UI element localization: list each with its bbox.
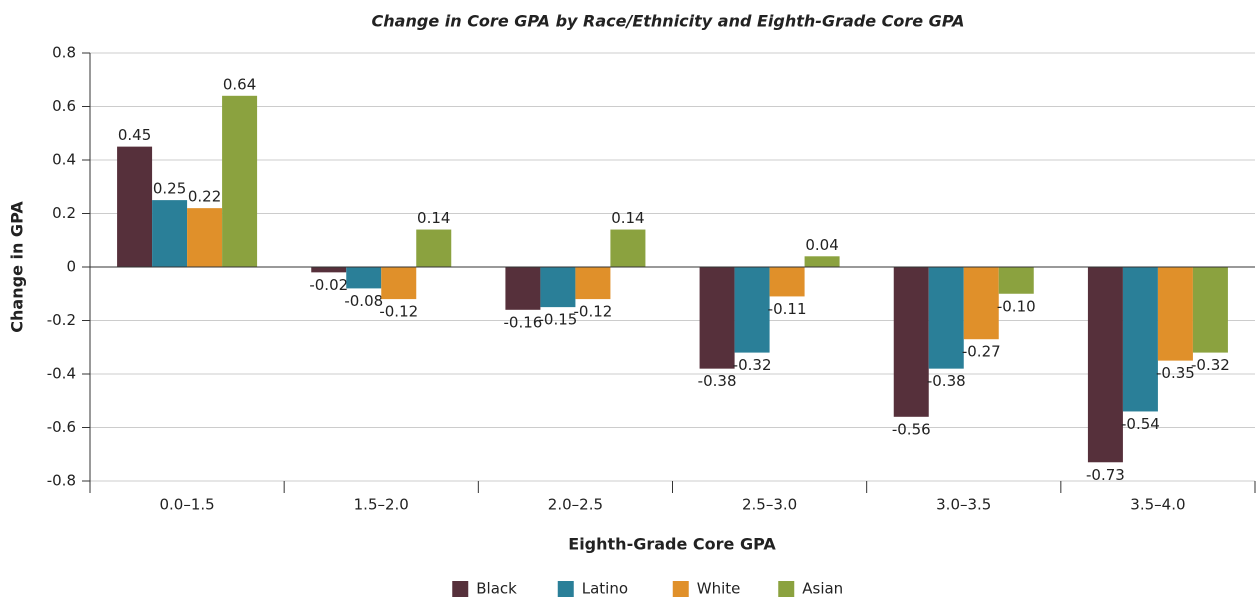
bar (963, 267, 999, 340)
data-label: -0.32 (1191, 356, 1230, 374)
x-tick-label: 3.0–3.5 (936, 496, 991, 514)
y-tick-label: 0.8 (52, 44, 76, 62)
data-label: -0.73 (1086, 466, 1125, 484)
data-label: 0.14 (611, 209, 644, 227)
data-label: -0.38 (698, 372, 737, 390)
bar (381, 267, 417, 300)
x-tick-label: 2.0–2.5 (548, 496, 603, 514)
data-label: -0.12 (574, 303, 613, 321)
y-axis-title: Change in GPA (8, 201, 27, 333)
legend-label: Black (476, 580, 517, 598)
bar (575, 267, 611, 300)
data-label: -0.35 (1156, 364, 1195, 382)
bar (540, 267, 576, 308)
data-label: 0.45 (118, 126, 151, 144)
bar (699, 267, 735, 369)
bar (187, 208, 223, 267)
chart-title: Change in Core GPA by Race/Ethnicity and… (372, 12, 965, 31)
data-label: -0.27 (962, 343, 1001, 361)
bar (804, 256, 840, 267)
x-tick-label: 3.5–4.0 (1130, 496, 1185, 514)
bar (152, 200, 188, 267)
bar (998, 267, 1034, 294)
legend-label: Asian (802, 580, 843, 598)
data-label: -0.12 (379, 303, 418, 321)
x-axis-title: Eighth-Grade Core GPA (568, 535, 776, 554)
data-label: -0.32 (733, 356, 772, 374)
data-label: -0.08 (344, 292, 383, 310)
data-label: -0.38 (927, 372, 966, 390)
data-label: -0.54 (1121, 415, 1160, 433)
bar (416, 229, 452, 267)
x-tick-label: 1.5–2.0 (354, 496, 409, 514)
x-tick-label: 0.0–1.5 (159, 496, 214, 514)
data-label: -0.16 (504, 313, 543, 331)
bar (1192, 267, 1228, 353)
data-label: -0.56 (892, 420, 931, 438)
data-label: -0.15 (539, 311, 578, 329)
data-label: 0.14 (417, 209, 450, 227)
bar (117, 146, 153, 267)
x-tick-label: 2.5–3.0 (742, 496, 797, 514)
y-tick-label: -0.4 (47, 365, 76, 383)
bar (1122, 267, 1158, 412)
data-label: -0.11 (768, 300, 807, 318)
y-tick-label: 0.4 (52, 151, 76, 169)
bar (222, 95, 258, 267)
y-tick-label: 0 (66, 258, 76, 276)
bar (769, 267, 805, 297)
y-tick-label: -0.2 (47, 311, 76, 329)
legend-swatch (557, 581, 574, 597)
bar (1157, 267, 1193, 361)
data-label: 0.22 (188, 188, 221, 206)
data-label: 0.04 (805, 236, 838, 254)
y-tick-label: 0.2 (52, 204, 76, 222)
bar (734, 267, 770, 353)
legend-label: White (697, 580, 741, 598)
data-label: 0.25 (153, 180, 186, 198)
data-label: 0.64 (223, 75, 256, 93)
data-label: -0.02 (309, 276, 348, 294)
y-tick-label: -0.6 (47, 418, 76, 436)
legend-swatch (672, 581, 689, 597)
data-label: -0.10 (997, 297, 1036, 315)
bar (893, 267, 929, 417)
bar (1087, 267, 1123, 463)
bar (311, 267, 347, 273)
bar (346, 267, 382, 289)
bar (505, 267, 541, 310)
y-tick-label: -0.8 (47, 472, 76, 490)
bar (610, 229, 646, 267)
legend-swatch (778, 581, 795, 597)
y-tick-label: 0.6 (52, 97, 76, 115)
bar (928, 267, 964, 369)
legend-swatch (452, 581, 469, 597)
legend-label: Latino (582, 580, 628, 598)
